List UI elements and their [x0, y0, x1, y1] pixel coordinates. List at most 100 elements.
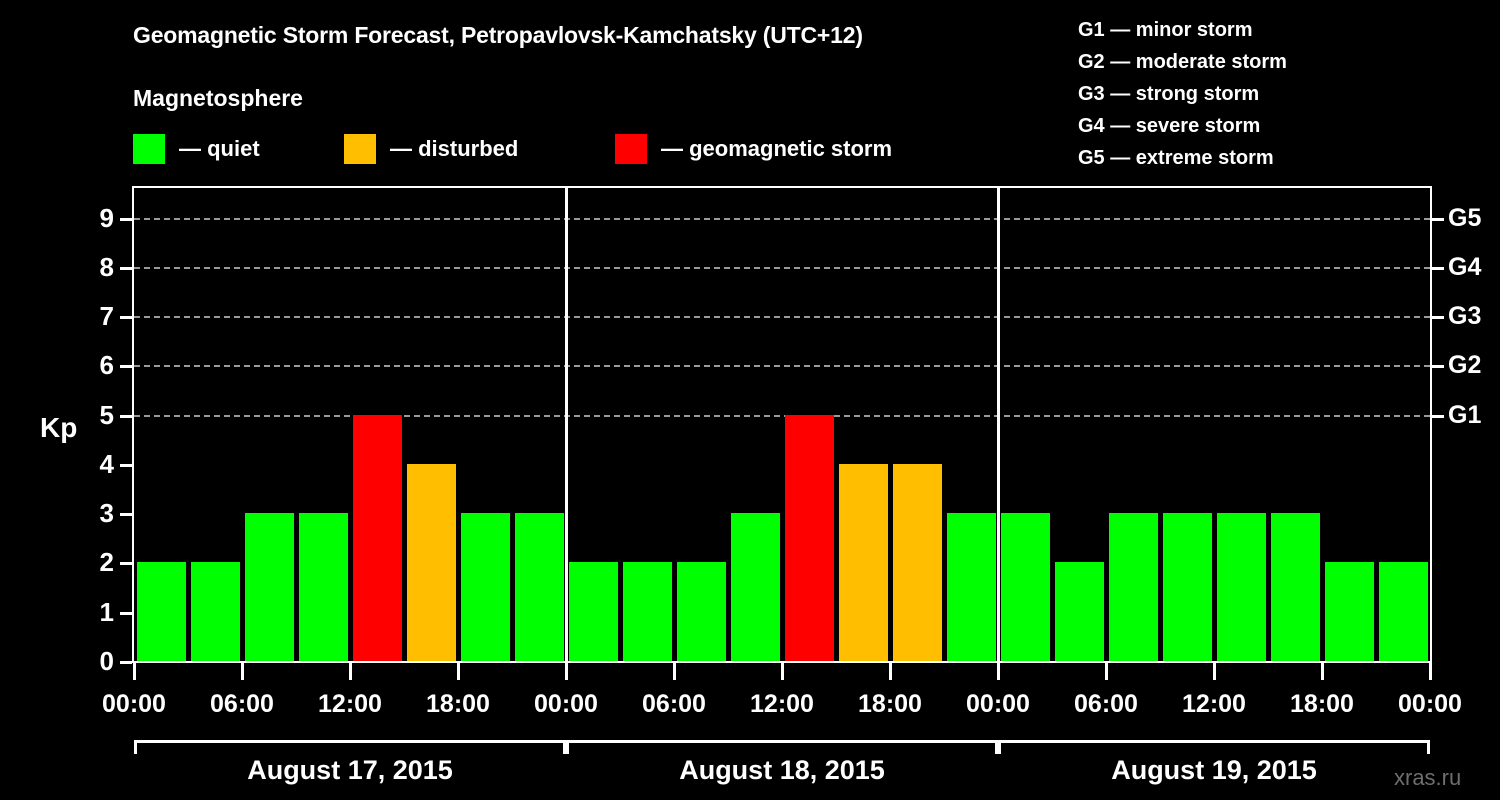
y-tick-label: 7 [99, 301, 114, 332]
day-separator [564, 188, 568, 661]
disturbed-swatch [344, 134, 376, 164]
bar[interactable] [1162, 513, 1212, 661]
x-tick-label: 00:00 [966, 690, 1030, 718]
x-tick-label: 06:00 [1074, 690, 1138, 718]
x-tick-label: 06:00 [210, 690, 274, 718]
bar[interactable] [352, 414, 402, 661]
g-scale-row: G1 — minor storm [1078, 19, 1253, 41]
y-tick-mark [120, 562, 132, 566]
g-tick-mark [1432, 414, 1444, 418]
y-tick-label: 1 [99, 596, 114, 627]
x-tick-label: 06:00 [642, 690, 706, 718]
bar[interactable] [1324, 562, 1374, 661]
x-tick-mark [1320, 663, 1324, 680]
x-tick-mark [1104, 663, 1108, 680]
bar[interactable] [676, 562, 726, 661]
bar[interactable] [622, 562, 672, 661]
bar[interactable] [1108, 513, 1158, 661]
x-tick-mark [456, 663, 460, 680]
legend-item-label: — quiet [179, 136, 260, 161]
legend-item-label: — disturbed [390, 136, 519, 161]
y-tick-mark [120, 316, 132, 320]
y-tick-mark [120, 266, 132, 270]
bar[interactable] [730, 513, 780, 661]
day-separator [996, 188, 1000, 661]
day-bracket [134, 740, 566, 754]
g-tick-label: G4 [1448, 252, 1482, 281]
y-tick-mark [120, 611, 132, 615]
x-tick-mark [240, 663, 244, 680]
bar[interactable] [460, 513, 510, 661]
x-tick-mark [564, 663, 568, 680]
x-tick-label: 00:00 [102, 690, 166, 718]
y-tick-label: 5 [99, 399, 114, 430]
bar[interactable] [1216, 513, 1266, 661]
gridline [134, 217, 1430, 220]
bar[interactable] [1054, 562, 1104, 661]
date-label: August 18, 2015 [679, 755, 885, 785]
x-tick-label: 18:00 [858, 690, 922, 718]
bar[interactable] [892, 463, 942, 661]
quiet-swatch [133, 134, 165, 164]
g-tick-mark [1432, 316, 1444, 320]
g-tick-label: G5 [1448, 203, 1482, 232]
y-tick-mark [120, 513, 132, 517]
bar[interactable] [406, 463, 456, 661]
legend-item-label: — geomagnetic storm [661, 136, 893, 161]
bar[interactable] [838, 463, 888, 661]
y-axis-title: Kp [40, 412, 78, 443]
day-bracket [566, 740, 998, 754]
bar[interactable] [784, 414, 834, 661]
bar[interactable] [568, 562, 618, 661]
x-tick-mark [672, 663, 676, 680]
y-tick-mark [120, 661, 132, 664]
gridline [134, 266, 1430, 269]
y-tick-mark [120, 365, 132, 369]
y-tick-label: 4 [99, 448, 114, 479]
x-tick-label: 12:00 [750, 690, 814, 718]
y-tick-label: 9 [99, 202, 114, 233]
y-tick-mark [120, 217, 132, 221]
date-label: August 19, 2015 [1111, 755, 1317, 785]
y-tick-mark [120, 414, 132, 418]
gridline [134, 316, 1430, 319]
gridline [134, 365, 1430, 368]
g-tick-mark [1432, 365, 1444, 369]
g-scale-row: G3 — strong storm [1078, 83, 1260, 105]
legend-item-quiet: — quiet [133, 134, 260, 164]
x-tick-label: 18:00 [426, 690, 490, 718]
bar[interactable] [514, 513, 564, 661]
x-tick-mark [996, 663, 1000, 680]
legend-heading: Magnetosphere [133, 85, 303, 111]
x-tick-label: 12:00 [1182, 690, 1246, 718]
x-tick-mark [780, 663, 784, 680]
y-tick-label: 6 [99, 350, 114, 381]
bar[interactable] [1000, 513, 1050, 661]
x-tick-mark [1428, 663, 1432, 680]
bar[interactable] [298, 513, 348, 661]
bar[interactable] [244, 513, 294, 661]
plot-area [132, 186, 1432, 663]
watermark: xras.ru [1394, 765, 1462, 790]
x-tick-label: 00:00 [1398, 690, 1462, 718]
x-tick-mark [1212, 663, 1216, 680]
x-tick-mark [888, 663, 892, 680]
y-tick-label: 8 [99, 251, 114, 282]
y-tick-label: 2 [99, 547, 114, 578]
page-title: Geomagnetic Storm Forecast, Petropavlovs… [133, 22, 863, 48]
g-scale-legend: G1 — minor storm G2 — moderate storm G3 … [1078, 14, 1287, 174]
x-tick-mark [348, 663, 352, 680]
bar[interactable] [1270, 513, 1320, 661]
bar[interactable] [946, 513, 996, 661]
x-tick-label: 12:00 [318, 690, 382, 718]
x-tick-mark [132, 663, 136, 680]
g-tick-label: G2 [1448, 351, 1482, 380]
bar[interactable] [136, 562, 186, 661]
g-scale-row: G5 — extreme storm [1078, 147, 1274, 169]
g-tick-label: G1 [1448, 400, 1482, 429]
y-tick-label: 0 [99, 646, 114, 676]
legend-item-disturbed: — disturbed [344, 134, 518, 164]
bar[interactable] [190, 562, 240, 661]
day-bracket [998, 740, 1430, 754]
bar[interactable] [1378, 562, 1428, 661]
